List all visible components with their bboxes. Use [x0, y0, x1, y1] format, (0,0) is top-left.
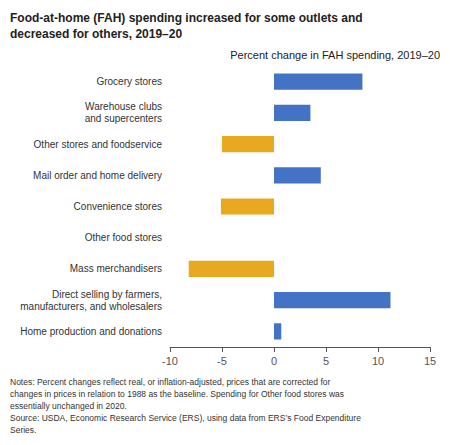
- svg-text:15: 15: [424, 355, 436, 367]
- svg-text:Direct selling by farmers,: Direct selling by farmers,: [52, 289, 162, 300]
- svg-text:Convenience stores: Convenience stores: [74, 201, 162, 212]
- svg-text:Source: USDA, Economic Researc: Source: USDA, Economic Research Service …: [10, 413, 361, 423]
- svg-text:Mail order and home delivery: Mail order and home delivery: [33, 170, 162, 181]
- svg-text:manufacturers, and wholesalers: manufacturers, and wholesalers: [20, 301, 162, 312]
- svg-text:10: 10: [372, 355, 384, 367]
- svg-text:Grocery stores: Grocery stores: [96, 76, 162, 87]
- svg-text:Home production and donations: Home production and donations: [20, 326, 162, 337]
- svg-text:Warehouse clubs: Warehouse clubs: [85, 101, 162, 112]
- svg-text:Food-at-home (FAH) spending in: Food-at-home (FAH) spending increased fo…: [10, 11, 363, 25]
- svg-text:Other food stores: Other food stores: [85, 232, 162, 243]
- svg-text:Notes: Percent changes reflect: Notes: Percent changes reflect real, or …: [10, 377, 330, 387]
- svg-text:0: 0: [271, 355, 277, 367]
- svg-text:Percent change in FAH spending: Percent change in FAH spending, 2019–20: [230, 49, 440, 61]
- svg-text:essentially unchanged in 2020.: essentially unchanged in 2020.: [10, 401, 127, 411]
- svg-text:and supercenters: and supercenters: [85, 113, 162, 124]
- svg-text:decreased for others, 2019–20: decreased for others, 2019–20: [10, 27, 182, 41]
- svg-text:Mass merchandisers: Mass merchandisers: [70, 263, 162, 274]
- svg-text:Series.: Series.: [10, 425, 36, 435]
- svg-text:-5: -5: [217, 355, 227, 367]
- svg-text:-10: -10: [162, 355, 178, 367]
- svg-text:5: 5: [323, 355, 329, 367]
- svg-text:changes in prices in relation: changes in prices in relation to 1988 as…: [10, 389, 344, 399]
- svg-text:Other stores and foodservice: Other stores and foodservice: [34, 139, 163, 150]
